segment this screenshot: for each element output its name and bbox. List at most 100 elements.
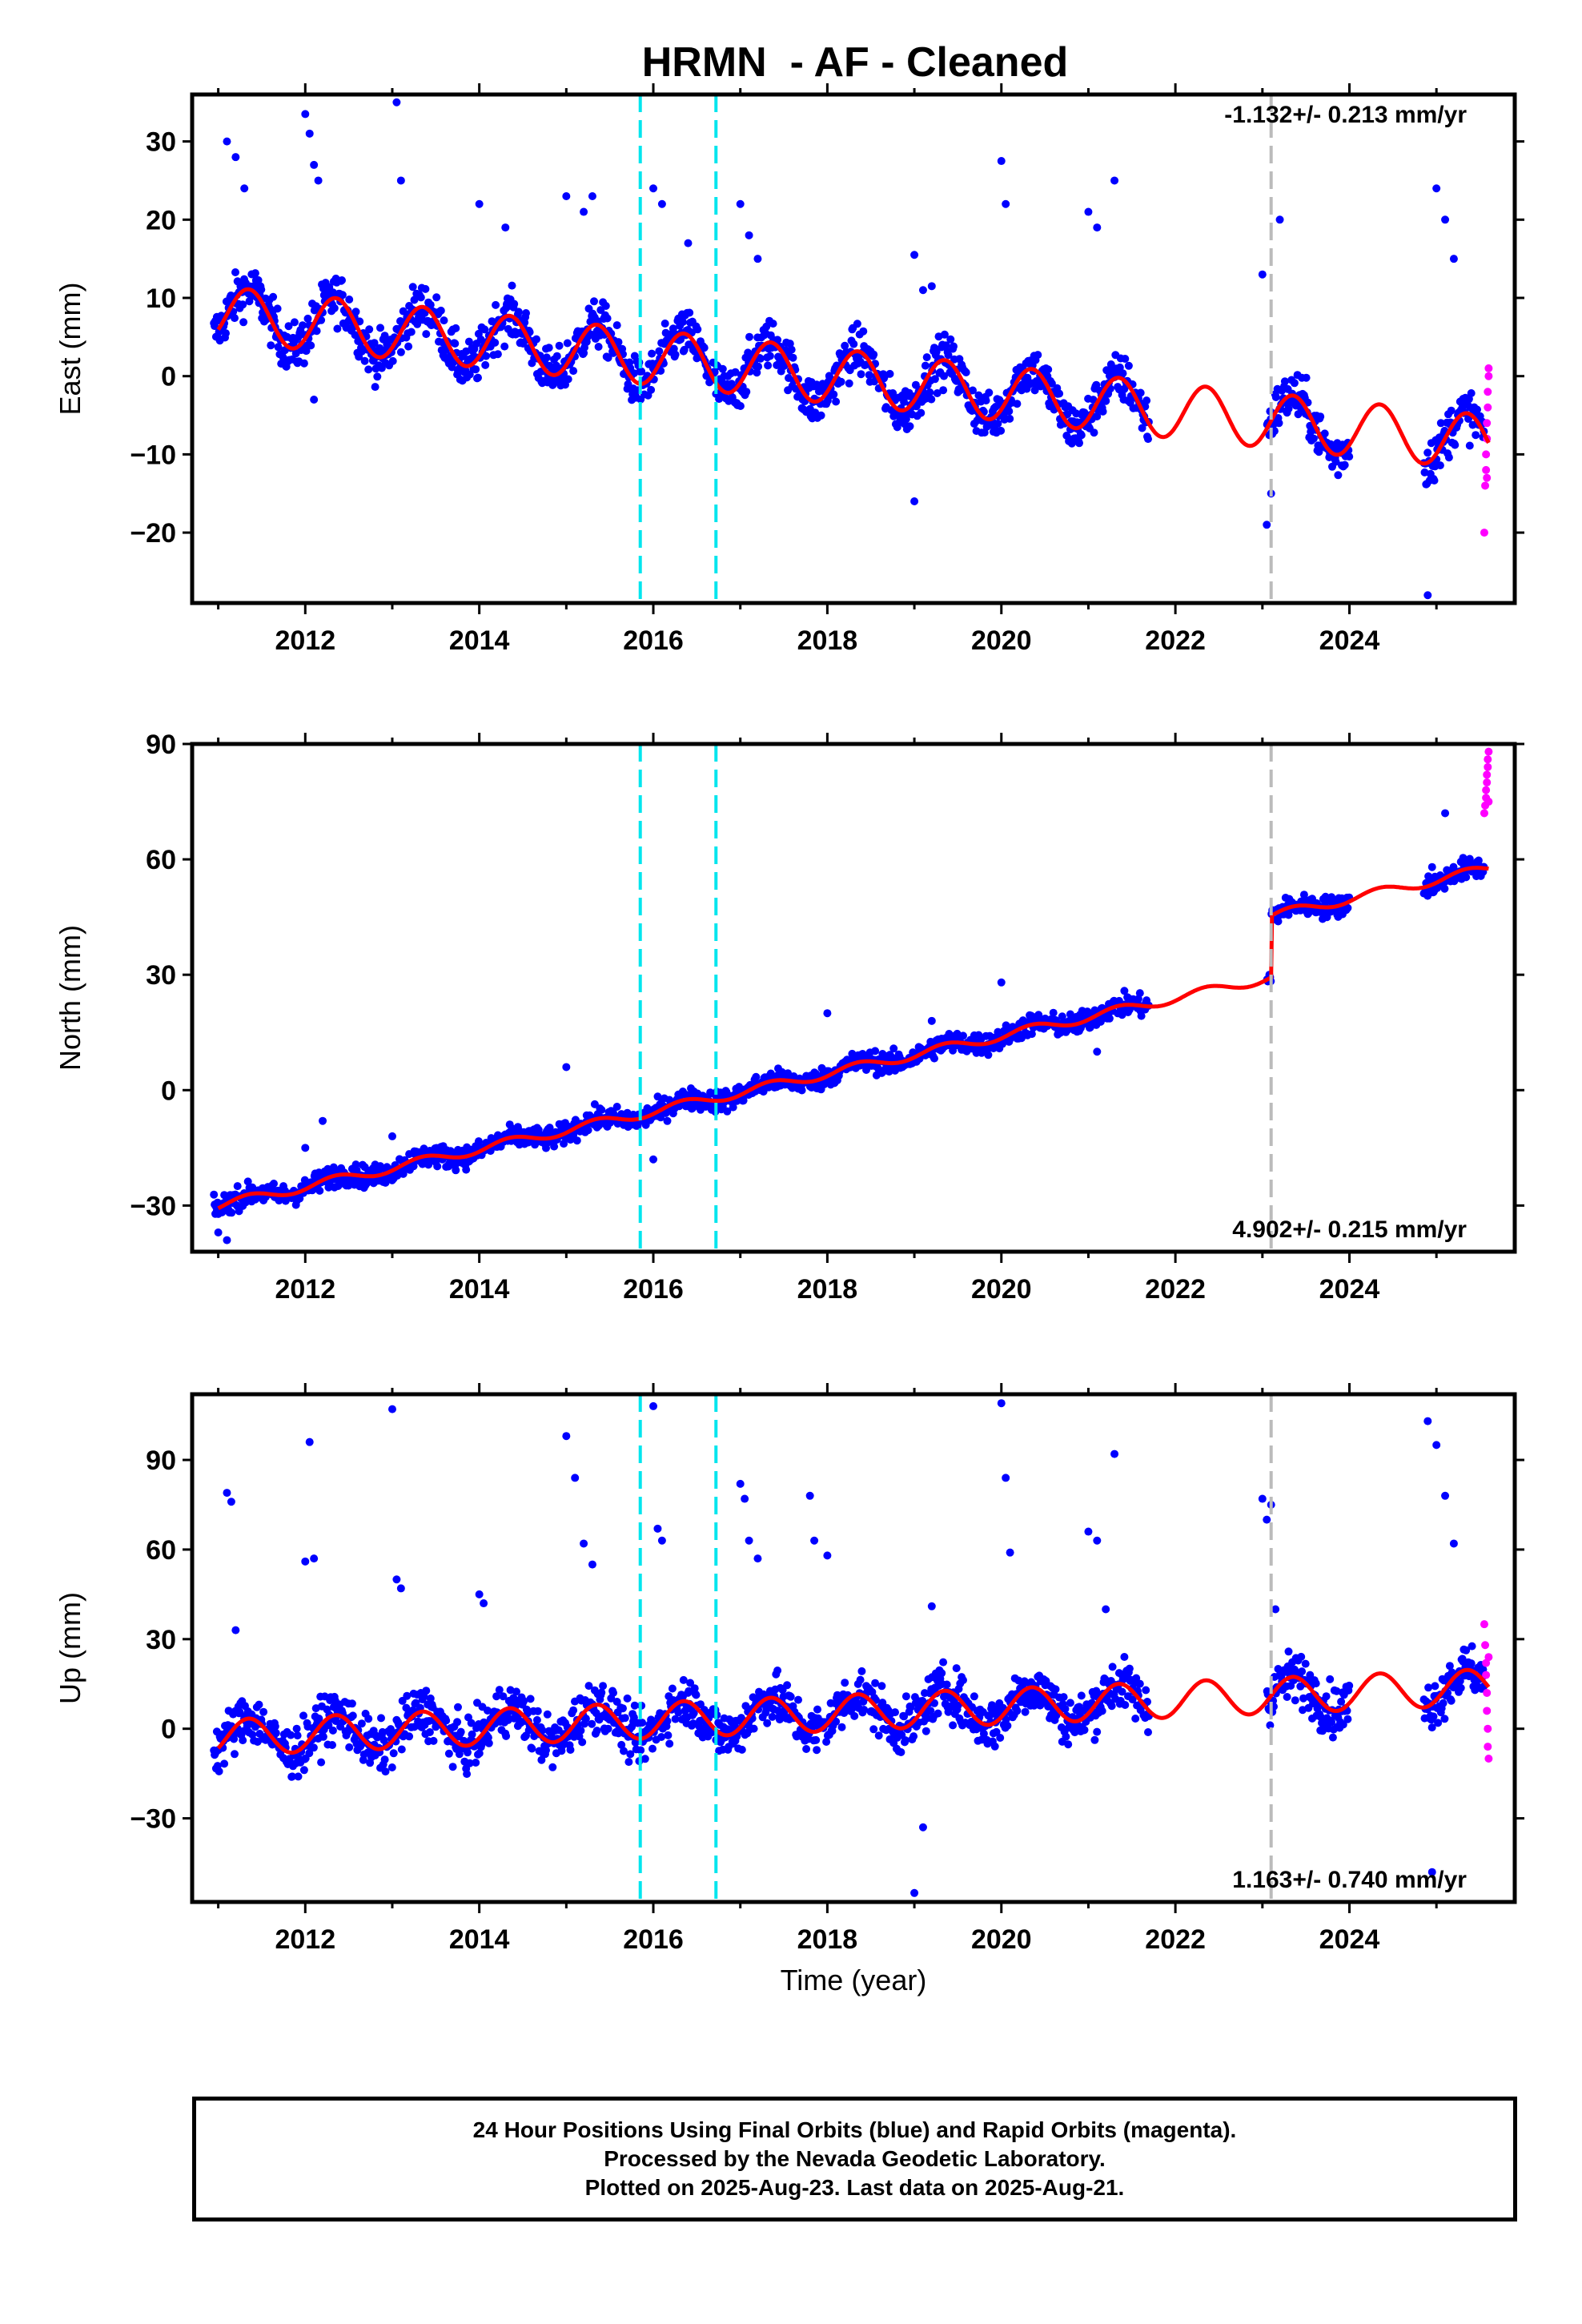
final-orbit-point	[299, 1711, 307, 1720]
final-orbit-point	[604, 353, 612, 362]
final-orbit-point	[426, 300, 435, 309]
final-orbit-point	[859, 327, 868, 336]
final-orbit-point	[1144, 435, 1152, 444]
final-orbit-point	[789, 353, 797, 362]
final-orbit-point	[1328, 1733, 1337, 1742]
final-orbit-point	[905, 422, 914, 431]
final-orbit-point	[745, 231, 753, 239]
final-orbit-point	[671, 1715, 680, 1723]
final-orbit-point	[805, 1491, 814, 1500]
final-orbit-point	[380, 332, 389, 340]
final-orbit-point	[686, 1679, 695, 1687]
model-curve	[217, 866, 1489, 1210]
y-tick-label: 30	[146, 127, 176, 158]
final-orbit-point	[685, 308, 694, 317]
caption-line-3: Plotted on 2025-Aug-23. Last data on 202…	[584, 2175, 1125, 2200]
final-orbit-point	[299, 321, 307, 330]
final-orbit-point	[395, 1720, 404, 1729]
final-orbit-point	[1462, 873, 1471, 882]
final-orbit-point	[1284, 1647, 1293, 1656]
rate-label: -1.132+/- 0.213 mm/yr	[1224, 102, 1467, 128]
final-orbit-point	[397, 1745, 406, 1754]
final-orbit-point	[665, 1739, 674, 1748]
final-orbit-point	[1423, 448, 1432, 457]
final-orbit-point	[544, 344, 553, 352]
final-orbit-point	[619, 1704, 627, 1713]
final-orbit-point	[992, 1727, 1001, 1736]
final-orbit-point	[649, 1155, 658, 1164]
final-orbit-point	[305, 1437, 314, 1446]
final-orbit-point	[1258, 1494, 1267, 1503]
final-orbit-point	[324, 1721, 333, 1730]
x-tick-label: 2018	[797, 1924, 858, 1955]
final-orbit-point	[869, 350, 878, 359]
final-orbit-point	[1284, 404, 1293, 413]
final-orbit-point	[1297, 1652, 1306, 1661]
final-orbit-point	[305, 129, 314, 138]
model-curve	[216, 1667, 1491, 1755]
final-orbit-point	[1118, 369, 1127, 378]
figure-title: HRMN - AF - Cleaned	[642, 39, 1069, 86]
final-orbit-point	[257, 285, 266, 294]
final-orbit-point	[1080, 1726, 1089, 1735]
final-orbit-point	[849, 340, 858, 348]
rapid-orbit-point	[1483, 1707, 1492, 1715]
rapid-orbit-point	[1484, 372, 1493, 380]
final-orbit-point	[330, 304, 339, 312]
final-orbit-point	[377, 1714, 385, 1723]
final-orbit-point	[753, 1554, 762, 1563]
final-orbit-point	[885, 369, 894, 378]
final-orbit-point	[1316, 412, 1325, 421]
final-orbit-point	[1064, 1740, 1073, 1749]
final-orbit-point	[299, 359, 308, 368]
final-orbit-point	[775, 1715, 784, 1724]
final-orbit-point	[1093, 412, 1102, 420]
y-tick-label: 90	[146, 730, 176, 760]
rapid-orbit-point	[1482, 1659, 1491, 1667]
final-orbit-point	[319, 1732, 327, 1741]
final-orbit-point	[543, 1710, 552, 1719]
model-curve	[216, 287, 1491, 466]
final-orbit-point	[1136, 388, 1145, 397]
final-orbit-point	[768, 1712, 777, 1721]
final-orbit-point	[865, 371, 873, 380]
final-orbit-point	[950, 342, 958, 351]
final-orbit-point	[617, 1740, 626, 1749]
final-orbit-point	[1429, 1712, 1438, 1721]
final-orbit-point	[569, 1706, 578, 1715]
final-orbit-point	[315, 1715, 323, 1723]
final-orbit-point	[780, 362, 789, 370]
final-orbit-point	[664, 1731, 673, 1739]
final-orbit-point	[997, 1399, 1006, 1408]
final-orbit-point	[481, 360, 490, 369]
rapid-orbit-point	[1481, 1641, 1490, 1650]
final-orbit-point	[741, 1494, 749, 1503]
final-orbit-point	[563, 339, 572, 348]
final-orbit-point	[1131, 1715, 1140, 1723]
final-orbit-point	[1327, 1718, 1336, 1727]
rapid-orbit-point	[1483, 419, 1492, 428]
final-orbit-point	[1440, 884, 1449, 893]
final-orbit-point	[786, 1692, 795, 1701]
rapid-orbit-point	[1484, 1754, 1493, 1763]
final-orbit-point	[1427, 1868, 1436, 1876]
final-orbit-point	[922, 353, 931, 362]
final-orbit-point	[1440, 1715, 1449, 1723]
final-orbit-point	[1340, 460, 1349, 469]
final-orbit-point	[254, 275, 263, 284]
final-orbit-point	[499, 1692, 508, 1701]
final-orbit-point	[1449, 255, 1458, 263]
final-orbit-point	[351, 308, 360, 316]
x-tick-label: 2024	[1319, 1274, 1380, 1305]
final-orbit-point	[921, 1727, 930, 1735]
final-orbit-point	[348, 1711, 357, 1720]
final-orbit-point	[576, 1727, 585, 1735]
final-orbit-point	[452, 1166, 460, 1175]
final-orbit-point	[243, 1177, 252, 1186]
final-orbit-point	[918, 1823, 927, 1831]
final-orbit-point	[592, 1727, 601, 1735]
final-orbit-point	[1472, 431, 1480, 440]
final-orbit-point	[1013, 1707, 1022, 1715]
final-orbit-point	[569, 367, 578, 376]
